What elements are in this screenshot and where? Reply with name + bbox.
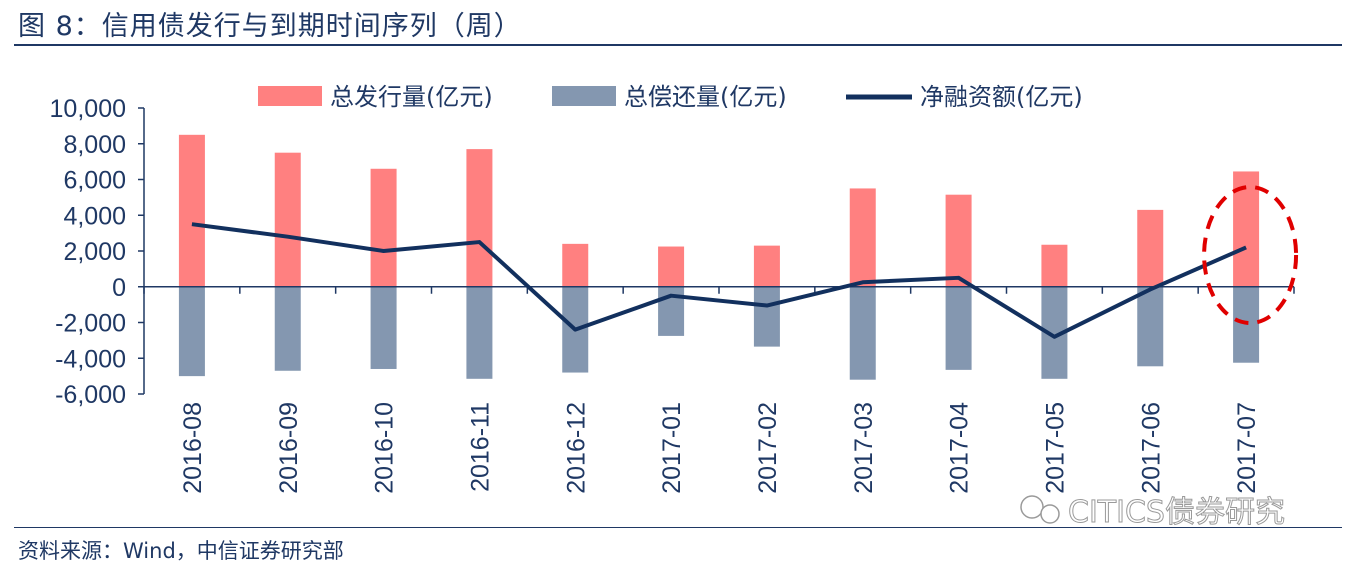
issuance-bar-2016-08 [178, 134, 205, 287]
legend-issuance-swatch [258, 86, 322, 106]
issuance-bar-2016-12 [562, 243, 589, 287]
y-tick-label: 10,000 [50, 95, 126, 123]
x-tick-label: 2017-07 [1233, 402, 1261, 494]
watermark: CITICS债券研究 [1020, 495, 1285, 531]
issuance-bar-2017-04 [945, 194, 972, 287]
repayment-bar-2017-06 [1137, 286, 1164, 367]
issuance-bar-2017-03 [849, 188, 876, 287]
y-tick-label: -6,000 [55, 381, 126, 409]
y-tick-label: 4,000 [63, 202, 126, 230]
watermark-text: CITICS债券研究 [1068, 495, 1285, 530]
x-tick-label: 2017-06 [1137, 402, 1165, 494]
x-tick-label: 2016-11 [466, 402, 494, 492]
x-tick-label: 2016-12 [562, 402, 590, 494]
repayment-bar-2016-11 [466, 286, 493, 379]
issuance-bar-2016-11 [466, 149, 493, 287]
x-tick-label: 2017-02 [754, 402, 782, 494]
x-tick-label: 2016-09 [275, 402, 303, 494]
y-tick-label: 6,000 [63, 167, 126, 195]
repayment-bar-2016-10 [370, 286, 397, 369]
legend-net-label: 净融资额(亿元) [920, 83, 1083, 111]
y-tick-label: 8,000 [63, 131, 126, 159]
legend-issuance-label: 总发行量(亿元) [330, 83, 493, 111]
highlight-ellipse [1202, 185, 1299, 325]
x-tick-label: 2017-05 [1041, 402, 1069, 494]
source-note: 资料来源：Wind，中信证券研究部 [18, 539, 344, 563]
net-financing-line [191, 222, 1247, 339]
y-tick-label: -2,000 [55, 310, 126, 338]
y-tick-labels: 10,000 8,000 6,000 4,000 2,000 0 -2,000 -4,000 -… [50, 95, 126, 409]
repayment-bar-2016-08 [178, 286, 205, 377]
wechat-icon-small [1040, 504, 1060, 524]
x-tick-label: 2017-04 [946, 402, 974, 494]
repayment-bar-2017-02 [753, 286, 780, 347]
issuance-bar-2017-06 [1137, 209, 1164, 287]
x-tick-label: 2017-03 [850, 402, 878, 494]
legend-repayment-swatch [552, 86, 616, 106]
figure-title: 图 8：信用债发行与到期时间序列（周） [18, 11, 522, 42]
repayment-bar-2016-09 [274, 286, 301, 371]
repayment-bar-2017-04 [945, 286, 972, 370]
issuance-bar-2016-10 [370, 168, 397, 287]
issuance-bar-2017-02 [753, 245, 780, 287]
issuance-bars [178, 134, 1260, 287]
legend-repayment-label: 总偿还量(亿元) [624, 83, 787, 111]
y-tick-label: 2,000 [63, 238, 126, 266]
x-tick-labels: 2016-08 2016-09 2016-10 2016-11 2016-12 2017-… [179, 402, 1261, 494]
issuance-bar-2016-09 [274, 152, 301, 287]
y-tick-label: 0 [112, 274, 126, 302]
repayment-bars [178, 286, 1260, 380]
x-tick-label: 2016-08 [179, 402, 207, 494]
title-rule [14, 44, 1342, 46]
x-tick-label: 2016-10 [371, 402, 399, 494]
y-tick-label: -4,000 [55, 345, 126, 373]
repayment-bar-2017-03 [849, 286, 876, 380]
issuance-bar-2017-05 [1041, 244, 1068, 287]
issuance-bar-2017-01 [658, 246, 685, 287]
x-tick-label: 2017-01 [658, 402, 686, 494]
source-rule [14, 527, 1342, 528]
wechat-icon [1020, 495, 1044, 519]
axis-ticks [138, 107, 1295, 395]
